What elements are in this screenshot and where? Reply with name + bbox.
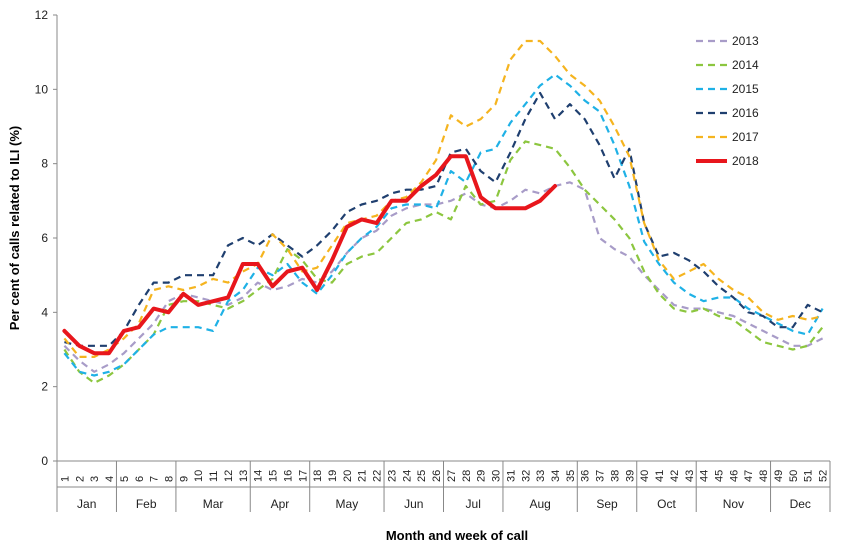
week-tick-label: 3 bbox=[89, 476, 101, 482]
legend-label-2017: 2017 bbox=[732, 130, 759, 144]
series-line-2017 bbox=[63, 39, 823, 358]
week-tick-label: 12 bbox=[223, 470, 235, 482]
legend-label-2015: 2015 bbox=[732, 82, 759, 96]
month-label: Nov bbox=[723, 497, 744, 511]
week-tick-label: 35 bbox=[565, 470, 577, 482]
week-tick-label: 7 bbox=[149, 476, 161, 482]
week-tick-label: 31 bbox=[505, 470, 517, 482]
series-line-2015 bbox=[63, 73, 824, 377]
week-tick-label: 40 bbox=[639, 470, 651, 482]
week-tick-label: 1 bbox=[59, 476, 71, 482]
week-tick-label: 41 bbox=[654, 470, 666, 482]
week-tick-label: 18 bbox=[312, 470, 324, 482]
week-tick-label: 30 bbox=[491, 470, 503, 482]
week-tick-label: 9 bbox=[178, 476, 190, 482]
week-tick-label: 24 bbox=[401, 470, 413, 482]
week-tick-label: 15 bbox=[268, 470, 280, 482]
axes bbox=[56, 15, 830, 512]
week-tick-label: 39 bbox=[624, 470, 636, 482]
week-tick-label: 13 bbox=[238, 470, 250, 482]
month-label: Mar bbox=[203, 497, 224, 511]
week-tick-label: 33 bbox=[535, 470, 547, 482]
legend: 2013 2014 2015 2016 2017 2018 bbox=[696, 34, 759, 168]
week-tick-label: 50 bbox=[788, 470, 800, 482]
week-tick-label: 43 bbox=[684, 470, 696, 482]
week-tick-label: 20 bbox=[342, 470, 354, 482]
week-tick-label: 28 bbox=[461, 470, 473, 482]
y-tick-label: 10 bbox=[35, 82, 49, 96]
week-tick-label: 38 bbox=[609, 470, 621, 482]
week-tick-label: 48 bbox=[758, 470, 770, 482]
series-line-2018 bbox=[62, 154, 557, 356]
month-label: Apr bbox=[271, 497, 290, 511]
week-tick-label: 37 bbox=[595, 470, 607, 482]
x-axis-title: Month and week of call bbox=[386, 528, 528, 543]
month-label: Sep bbox=[596, 497, 618, 511]
y-axis-ticks: 0 2 4 6 8 10 12 bbox=[35, 8, 57, 468]
y-tick-label: 8 bbox=[41, 157, 48, 171]
week-tick-label: 5 bbox=[119, 476, 131, 482]
week-tick-label: 26 bbox=[431, 470, 443, 482]
y-tick-label: 6 bbox=[41, 231, 48, 245]
week-tick-label: 42 bbox=[669, 470, 681, 482]
month-label: Dec bbox=[790, 497, 811, 511]
month-label: Aug bbox=[529, 497, 550, 511]
series-line-2016 bbox=[64, 91, 824, 347]
series-line-2013 bbox=[63, 181, 824, 373]
week-tick-label: 27 bbox=[446, 470, 458, 482]
week-tick-label: 21 bbox=[357, 470, 369, 482]
week-tick-label: 11 bbox=[208, 471, 220, 482]
week-tick-label: 16 bbox=[282, 470, 294, 482]
week-tick-label: 45 bbox=[714, 470, 726, 482]
y-axis-title: Per cent of calls related to ILI (%) bbox=[7, 126, 22, 330]
week-tick-label: 8 bbox=[163, 476, 175, 482]
legend-label-2016: 2016 bbox=[732, 106, 759, 120]
week-tick-label: 22 bbox=[372, 470, 384, 482]
y-tick-label: 2 bbox=[41, 380, 48, 394]
month-label: Oct bbox=[657, 497, 676, 511]
month-label: Jan bbox=[77, 497, 96, 511]
month-label: May bbox=[336, 497, 359, 511]
legend-label-2018: 2018 bbox=[732, 154, 759, 168]
series-line-2014 bbox=[63, 140, 824, 384]
legend-label-2014: 2014 bbox=[732, 58, 759, 72]
week-tick-label: 4 bbox=[104, 476, 116, 482]
week-tick-label: 51 bbox=[803, 470, 815, 482]
week-tick-label: 6 bbox=[134, 476, 146, 482]
month-label: Jul bbox=[466, 497, 481, 511]
week-tick-label: 44 bbox=[699, 470, 711, 482]
week-tick-label: 49 bbox=[773, 470, 785, 482]
week-tick-label: 17 bbox=[297, 470, 309, 482]
legend-label-2013: 2013 bbox=[732, 34, 759, 48]
week-tick-label: 14 bbox=[253, 470, 265, 482]
week-tick-label: 10 bbox=[193, 470, 205, 482]
week-tick-label: 23 bbox=[386, 470, 398, 482]
x-axis-ticks: 1 2 3 4 5 6 7 8 9 10 11 12 13 14 15 16 17 18 19 20 21 22 23 24 2… bbox=[59, 461, 831, 512]
week-tick-label: 34 bbox=[550, 470, 562, 482]
week-tick-label: 36 bbox=[580, 470, 592, 482]
week-tick-label: 32 bbox=[520, 470, 532, 482]
week-tick-label: 25 bbox=[416, 470, 428, 482]
week-tick-label: 29 bbox=[476, 470, 488, 482]
month-label: Feb bbox=[136, 497, 157, 511]
series-layer bbox=[62, 39, 824, 384]
week-tick-label: 52 bbox=[818, 470, 830, 482]
y-tick-label: 0 bbox=[41, 454, 48, 468]
week-tick-label: 2 bbox=[74, 476, 86, 482]
month-label: Jun bbox=[404, 497, 423, 511]
week-tick-label: 47 bbox=[743, 470, 755, 482]
week-tick-label: 19 bbox=[327, 470, 339, 482]
y-tick-label: 12 bbox=[35, 8, 49, 22]
y-tick-label: 4 bbox=[41, 305, 48, 319]
week-tick-label: 46 bbox=[728, 470, 740, 482]
